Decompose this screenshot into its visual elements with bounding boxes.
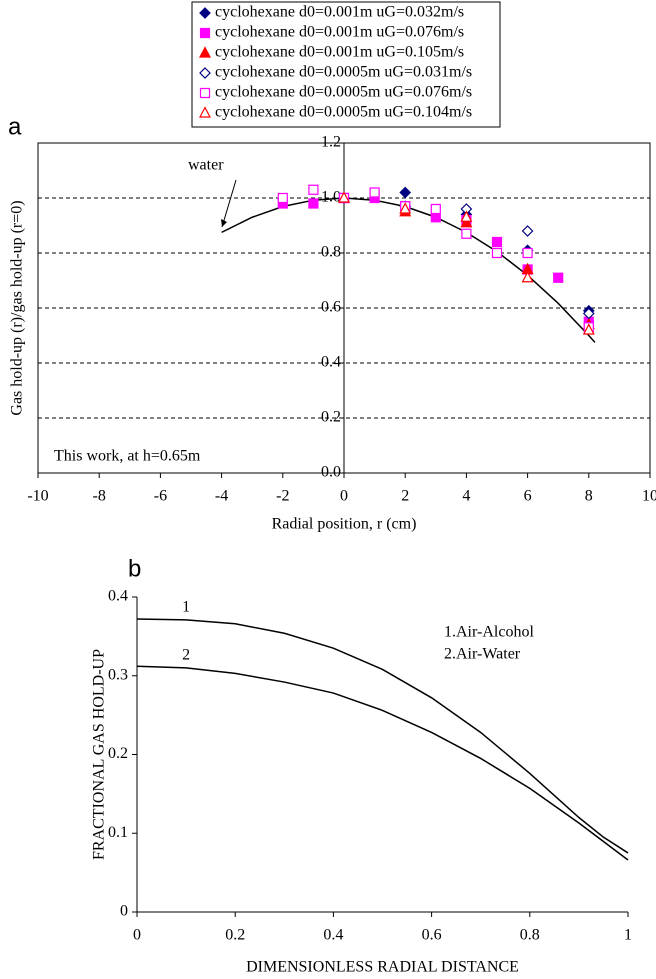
marker	[521, 225, 534, 237]
y-tick-label: 0.2	[108, 745, 128, 762]
x-tick-label: 0.2	[225, 927, 245, 944]
marker	[199, 46, 211, 58]
legend-label: cyclohexane d0=0.0005m uG=0.076m/s	[215, 84, 472, 101]
legend-label: cyclohexane d0=0.0005m uG=0.031m/s	[215, 64, 472, 81]
legend-label: 1.Air-Alcohol	[444, 624, 534, 641]
x-tick-label: 0.8	[520, 927, 540, 944]
marker	[553, 272, 564, 283]
marker	[199, 7, 211, 19]
marker	[199, 106, 211, 118]
curve-label: 1	[182, 599, 190, 616]
marker	[491, 247, 503, 259]
line	[136, 618, 629, 854]
x-tick-label: -8	[93, 488, 106, 505]
x-tick-label: -4	[215, 488, 228, 505]
legend-label: cyclohexane d0=0.0005m uG=0.104m/s	[215, 104, 472, 121]
y-tick-label: 0.6	[321, 299, 341, 316]
y-tick-label: 0.0	[321, 464, 341, 481]
x-tick-label: 0	[340, 488, 348, 505]
legend-label: cyclohexane d0=0.001m uG=0.076m/s	[215, 24, 464, 41]
marker	[460, 210, 473, 222]
y-tick-label: 0.2	[321, 409, 341, 426]
y-tick-label: 0.3	[108, 666, 128, 683]
y-axis-label: Gas hold-up (r)/gas hold-up (r=0)	[9, 200, 26, 415]
marker	[199, 67, 211, 79]
legend-box	[191, 1, 501, 128]
annotation-arrow	[221, 179, 237, 228]
curve-label: 2	[182, 647, 190, 664]
curve	[221, 197, 596, 343]
axes	[136, 597, 628, 913]
marker	[491, 236, 503, 248]
y-tick-label: 0	[120, 903, 128, 920]
y-tick-label: 1.2	[321, 134, 341, 151]
x-tick-label: -6	[154, 488, 167, 505]
annotation: This work, at h=0.65m	[54, 448, 201, 465]
x-tick-label: 10	[642, 488, 656, 505]
x-tick-label: 0	[133, 927, 141, 944]
marker	[338, 191, 350, 203]
marker	[369, 187, 380, 198]
marker	[399, 186, 412, 199]
x-tick-label: 1	[624, 927, 632, 944]
marker	[399, 202, 412, 214]
marker	[461, 228, 472, 239]
marker	[582, 307, 595, 320]
x-axis-label: DIMENSIONLESS RADIAL DISTANCE	[246, 959, 519, 976]
marker	[277, 192, 288, 204]
marker	[199, 27, 211, 39]
x-tick-label: -2	[276, 488, 289, 505]
x-tick-label: 0.4	[323, 927, 343, 944]
x-tick-label: 0.6	[422, 927, 442, 944]
marker	[582, 323, 595, 335]
y-tick-label: 0.4	[108, 588, 128, 605]
x-tick-label: -10	[27, 488, 48, 505]
marker	[522, 247, 533, 259]
legend-label: 2.Air-Water	[444, 646, 521, 663]
panel-label: b	[128, 555, 141, 582]
marker	[460, 215, 473, 228]
y-tick-label: 0.4	[321, 354, 341, 371]
y-tick-label: 1.0	[321, 189, 341, 206]
marker	[430, 203, 441, 215]
y-tick-label: 0.8	[321, 244, 341, 261]
legend-label: cyclohexane d0=0.001m uG=0.105m/s	[215, 44, 464, 61]
y-tick-label: 0.1	[108, 824, 128, 841]
x-tick-label: 4	[462, 488, 470, 505]
y-axis-label: FRACTIONAL GAS HOLD-UP	[91, 649, 108, 860]
legend-label: cyclohexane d0=0.001m uG=0.032m/s	[215, 4, 464, 21]
marker	[521, 270, 534, 283]
marker	[308, 198, 319, 209]
x-tick-label: 6	[524, 488, 532, 505]
arrow-head	[221, 219, 227, 227]
marker	[199, 87, 211, 99]
x-axis-label: Radial position, r (cm)	[272, 516, 417, 533]
panel-label: a	[8, 113, 22, 140]
x-tick-label: 2	[401, 488, 409, 505]
x-tick-label: 8	[585, 488, 593, 505]
curve-label: water	[188, 157, 224, 174]
marker	[308, 184, 319, 195]
line	[136, 665, 629, 861]
